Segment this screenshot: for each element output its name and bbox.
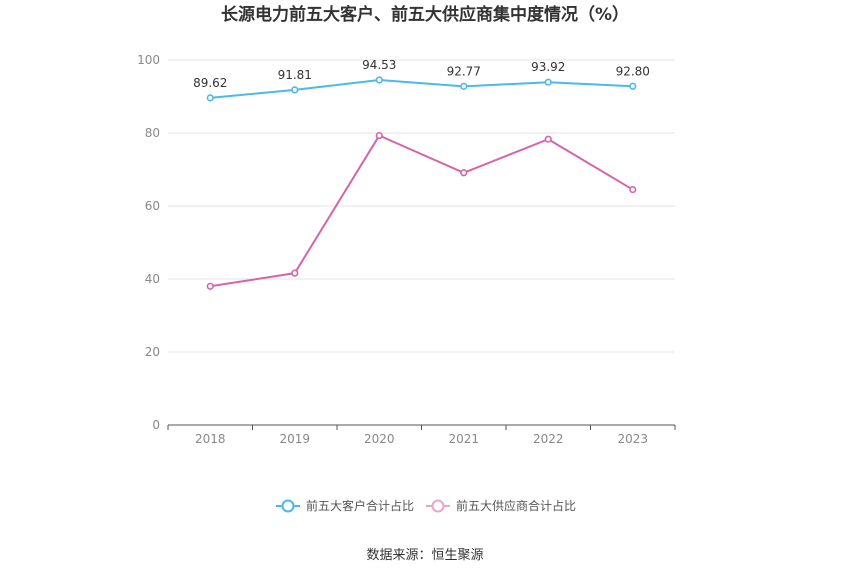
data-point[interactable] (206, 94, 214, 102)
data-point[interactable] (206, 282, 214, 290)
data-label: 92.80 (616, 64, 650, 78)
data-point[interactable] (375, 131, 383, 140)
legend-label: 前五大供应商合计占比 (456, 498, 576, 513)
series-line (210, 78, 633, 99)
legend-swatch-marker (281, 499, 295, 513)
data-label: 93.92 (531, 60, 565, 74)
data-label: 94.53 (362, 58, 396, 72)
gridlines (168, 59, 675, 353)
data-label: 91.81 (278, 68, 312, 82)
data-label: 89.62 (193, 76, 227, 90)
legend-swatch-marker (431, 499, 445, 513)
x-tick-label: 2022 (533, 432, 564, 446)
data-point[interactable] (291, 269, 299, 277)
x-tick-label: 2018 (195, 432, 226, 446)
series-lines (206, 76, 637, 290)
x-tick-label: 2020 (364, 432, 395, 446)
data-point[interactable] (629, 185, 637, 194)
x-tick-label: 2021 (448, 432, 479, 446)
source-note: 数据来源：恒生聚源 (366, 548, 483, 563)
y-tick-label: 0 (152, 418, 160, 432)
data-point[interactable] (629, 82, 637, 90)
data-labels: 89.62 91.81 94.53 92.77 93.92 92.80 (193, 58, 650, 90)
y-tick-label: 40 (145, 272, 160, 286)
legend-item[interactable]: 前五大客户合计占比 (276, 498, 414, 513)
data-point[interactable] (375, 76, 383, 84)
x-tick-label: 2023 (617, 432, 648, 446)
data-point[interactable] (544, 78, 552, 86)
chart-title: 长源电力前五大客户、前五大供应商集中度情况（%） (221, 4, 629, 25)
x-axis: 2018 2019 2020 2021 2022 2023 (167, 424, 676, 446)
legend[interactable]: 前五大客户合计占比 前五大供应商合计占比 (276, 498, 576, 513)
legend-item[interactable]: 前五大供应商合计占比 (426, 498, 576, 513)
data-label: 92.77 (447, 64, 481, 78)
y-tick-label: 80 (145, 126, 160, 140)
x-tick-label: 2019 (279, 432, 310, 446)
data-point[interactable] (291, 86, 299, 94)
y-tick-label: 20 (145, 345, 160, 359)
data-point[interactable] (460, 82, 468, 90)
data-point[interactable] (460, 169, 468, 177)
legend-label: 前五大客户合计占比 (306, 498, 414, 513)
series-line (210, 134, 634, 288)
data-point[interactable] (544, 135, 552, 143)
y-tick-label: 60 (145, 199, 160, 213)
y-axis-ticks: 0 20 40 60 80 100 (137, 53, 160, 432)
y-tick-label: 100 (137, 53, 160, 67)
